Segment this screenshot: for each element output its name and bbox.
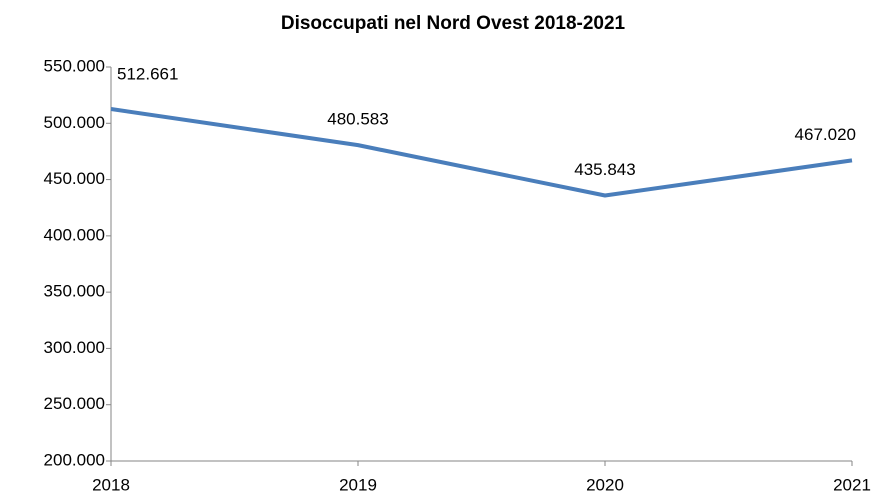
y-tick-label: 450.000: [44, 169, 105, 188]
x-tick-label: 2018: [92, 475, 130, 494]
line: [110, 107, 853, 198]
y-tick-label: 350.000: [44, 282, 105, 301]
y-tick-label: 250.000: [44, 394, 105, 413]
data-label: 512.661: [117, 65, 178, 84]
y-tick-label: 300.000: [44, 338, 105, 357]
y-tick-label: 400.000: [44, 225, 105, 244]
x-tick-label: 2020: [586, 475, 624, 494]
data-label: 480.583: [327, 110, 388, 129]
y-tick-label: 550.000: [44, 56, 105, 75]
y-tick-label: 200.000: [44, 450, 105, 469]
chart-title: Disoccupati nel Nord Ovest 2018-2021: [281, 13, 626, 34]
data-label: 435.843: [574, 160, 635, 179]
x-tick-label: 2019: [339, 475, 377, 494]
y-tick-label: 500.000: [44, 113, 105, 132]
x-tick-label: 2021: [833, 475, 871, 494]
data-label: 467.020: [795, 125, 856, 144]
